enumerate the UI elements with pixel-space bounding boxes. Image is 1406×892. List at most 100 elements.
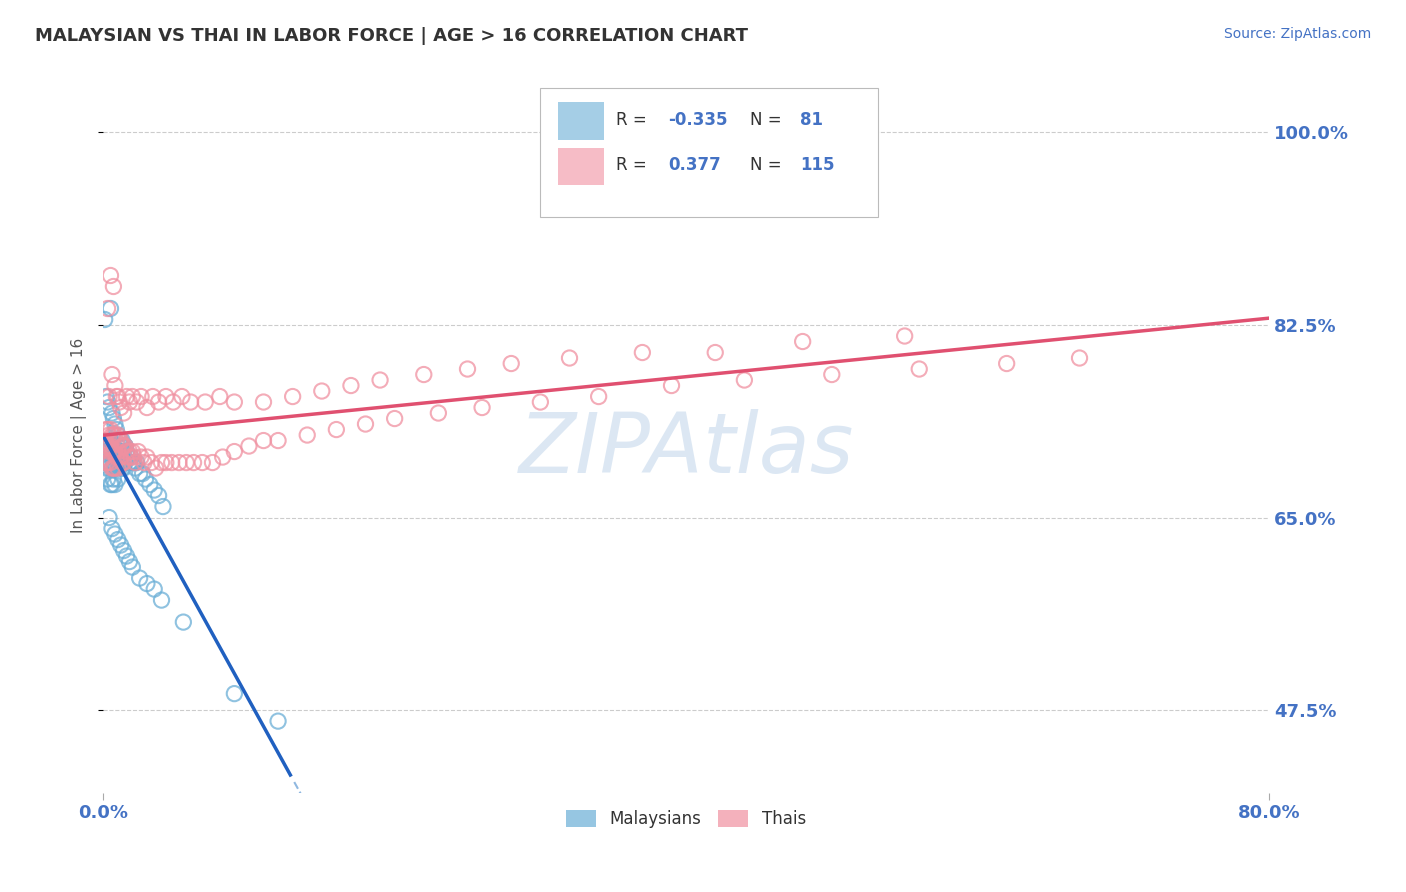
Point bbox=[110, 456, 132, 470]
Text: 0.377: 0.377 bbox=[669, 156, 721, 175]
Point bbox=[107, 533, 129, 547]
Point bbox=[121, 560, 143, 574]
Point bbox=[103, 444, 125, 458]
Point bbox=[131, 467, 153, 481]
Point bbox=[141, 456, 163, 470]
Point bbox=[104, 417, 127, 431]
Point bbox=[108, 434, 131, 448]
Point bbox=[792, 334, 814, 349]
Point bbox=[104, 461, 127, 475]
Point bbox=[136, 576, 159, 591]
Point bbox=[104, 428, 127, 442]
Point bbox=[908, 362, 931, 376]
Point bbox=[325, 423, 347, 437]
Point bbox=[100, 434, 122, 448]
Point bbox=[118, 444, 141, 458]
Point bbox=[101, 461, 124, 475]
Point bbox=[148, 395, 170, 409]
Point bbox=[704, 345, 727, 359]
Point bbox=[108, 444, 131, 458]
Point bbox=[97, 439, 120, 453]
Point bbox=[267, 434, 290, 448]
Point bbox=[155, 456, 177, 470]
Point bbox=[112, 444, 135, 458]
Point bbox=[104, 378, 127, 392]
Point bbox=[150, 456, 173, 470]
Point bbox=[100, 268, 122, 283]
Legend: Malaysians, Thais: Malaysians, Thais bbox=[560, 803, 813, 834]
Point bbox=[105, 461, 128, 475]
Point bbox=[170, 390, 193, 404]
Point bbox=[150, 593, 173, 607]
Point bbox=[115, 390, 138, 404]
Point bbox=[821, 368, 844, 382]
Point bbox=[194, 395, 217, 409]
Point bbox=[120, 450, 142, 464]
Point bbox=[160, 456, 183, 470]
Point bbox=[125, 395, 148, 409]
Point bbox=[108, 461, 131, 475]
Point bbox=[661, 378, 683, 392]
Point bbox=[97, 423, 120, 437]
Point bbox=[281, 390, 304, 404]
Point bbox=[105, 434, 128, 448]
Point bbox=[107, 439, 129, 453]
Text: -0.335: -0.335 bbox=[669, 112, 728, 129]
Point bbox=[108, 450, 131, 464]
Point bbox=[101, 444, 124, 458]
Point bbox=[100, 456, 122, 470]
Point bbox=[112, 461, 135, 475]
Point bbox=[1069, 351, 1091, 365]
Point bbox=[105, 390, 128, 404]
Point bbox=[733, 373, 755, 387]
Point bbox=[98, 401, 121, 415]
Point bbox=[110, 401, 132, 415]
Point bbox=[93, 434, 115, 448]
Point bbox=[122, 450, 145, 464]
Point bbox=[139, 477, 162, 491]
Point bbox=[94, 423, 117, 437]
Point bbox=[107, 472, 129, 486]
Point bbox=[110, 450, 132, 464]
Point bbox=[101, 461, 124, 475]
Point bbox=[588, 390, 610, 404]
Point bbox=[208, 390, 231, 404]
Text: ZIPAtlas: ZIPAtlas bbox=[519, 409, 853, 490]
Text: N =: N = bbox=[751, 156, 782, 175]
Point bbox=[100, 301, 122, 316]
Point bbox=[167, 456, 190, 470]
Point bbox=[412, 368, 434, 382]
Point bbox=[124, 456, 146, 470]
Point bbox=[101, 444, 124, 458]
Point bbox=[128, 571, 150, 585]
FancyBboxPatch shape bbox=[540, 88, 879, 217]
Point bbox=[114, 439, 136, 453]
Point bbox=[98, 461, 121, 475]
Point bbox=[224, 444, 246, 458]
Point bbox=[97, 456, 120, 470]
Point bbox=[471, 401, 494, 415]
Point bbox=[114, 456, 136, 470]
Point bbox=[107, 461, 129, 475]
Point bbox=[111, 434, 134, 448]
Text: R =: R = bbox=[616, 112, 647, 129]
Point bbox=[152, 500, 174, 514]
Point bbox=[136, 401, 159, 415]
Text: R =: R = bbox=[616, 156, 647, 175]
Point bbox=[111, 444, 134, 458]
Point bbox=[211, 450, 233, 464]
Point bbox=[98, 510, 121, 524]
Point bbox=[145, 461, 167, 475]
Point bbox=[98, 444, 121, 458]
Point bbox=[121, 456, 143, 470]
FancyBboxPatch shape bbox=[558, 147, 605, 185]
Text: Source: ZipAtlas.com: Source: ZipAtlas.com bbox=[1223, 27, 1371, 41]
Point bbox=[107, 428, 129, 442]
Text: N =: N = bbox=[751, 112, 782, 129]
Point bbox=[224, 395, 246, 409]
Point bbox=[201, 456, 224, 470]
Point bbox=[97, 472, 120, 486]
Point bbox=[107, 456, 129, 470]
Point bbox=[112, 543, 135, 558]
Point bbox=[122, 456, 145, 470]
